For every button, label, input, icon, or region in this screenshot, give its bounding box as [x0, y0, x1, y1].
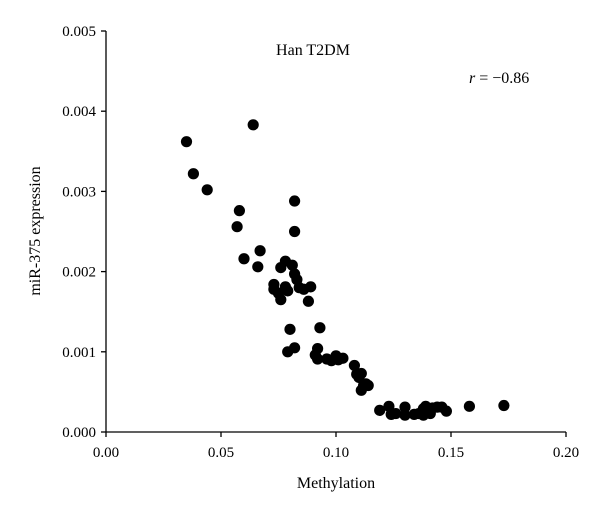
y-tick-label: 0.003: [62, 184, 96, 200]
data-points: [180, 119, 510, 421]
data-point: [201, 184, 213, 196]
data-point: [252, 261, 264, 273]
x-axis-title: Methylation: [297, 475, 375, 492]
x-tick-label: 0.10: [323, 445, 349, 461]
data-point: [312, 353, 324, 365]
y-tick-label: 0.000: [62, 425, 96, 441]
data-point: [463, 400, 475, 412]
x-tick-label: 0.15: [438, 445, 464, 461]
y-axis-title: miR-375 expression: [27, 166, 44, 295]
x-ticks: 0.00 0.05 0.10 0.15 0.20: [93, 432, 579, 461]
data-point: [302, 295, 314, 307]
y-tick-label: 0.004: [62, 104, 96, 120]
x-tick-label: 0.05: [208, 445, 234, 461]
data-point: [238, 253, 250, 265]
data-point: [498, 399, 510, 412]
correlation-symbol: r: [469, 70, 476, 87]
data-point: [312, 342, 324, 355]
data-point: [247, 119, 259, 131]
data-point: [399, 409, 411, 421]
data-point: [390, 407, 402, 420]
data-point: [254, 245, 266, 257]
data-point: [286, 259, 298, 271]
data-point: [289, 225, 301, 238]
data-point: [440, 405, 452, 417]
data-point: [355, 367, 367, 380]
x-tick-label: 0.20: [553, 445, 579, 461]
data-point: [284, 323, 296, 335]
data-point: [355, 384, 367, 396]
x-tick-label: 0.00: [93, 445, 119, 461]
data-point: [275, 294, 287, 306]
axes: [105, 31, 566, 433]
data-point: [337, 352, 349, 364]
correlation-value: = −0.86: [475, 70, 529, 87]
data-point: [289, 195, 301, 207]
data-point: [187, 168, 199, 180]
y-tick-label: 0.002: [62, 265, 96, 281]
data-point: [233, 205, 245, 217]
data-point: [282, 285, 294, 297]
data-point: [399, 401, 411, 413]
chart-title: Han T2DM: [276, 42, 350, 59]
y-tick-label: 0.005: [62, 24, 96, 40]
data-point: [348, 359, 360, 372]
correlation-annotation: r = −0.86: [469, 70, 529, 87]
data-point: [231, 221, 243, 233]
y-tick-label: 0.001: [62, 345, 96, 361]
data-point: [305, 281, 317, 293]
data-point: [180, 136, 193, 148]
y-ticks: 0.000 0.001 0.002 0.003 0.004 0.005: [62, 24, 106, 441]
data-point: [374, 404, 386, 416]
data-point: [289, 342, 301, 354]
data-point: [314, 322, 326, 334]
